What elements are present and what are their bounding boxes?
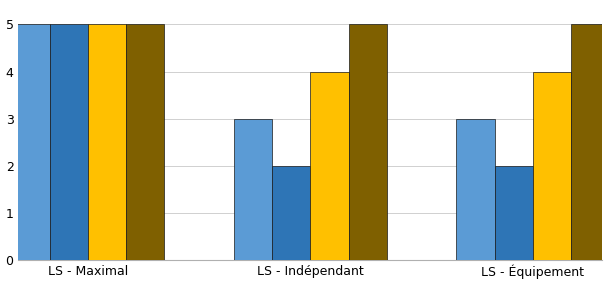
- Bar: [494, 166, 533, 260]
- Bar: [50, 25, 88, 260]
- Bar: [12, 25, 50, 260]
- Bar: [88, 25, 126, 260]
- Bar: [234, 119, 272, 260]
- Bar: [571, 25, 608, 260]
- Bar: [533, 72, 571, 260]
- Bar: [348, 25, 387, 260]
- Bar: [126, 25, 164, 260]
- Bar: [272, 166, 311, 260]
- Bar: [311, 72, 348, 260]
- Bar: [457, 119, 494, 260]
